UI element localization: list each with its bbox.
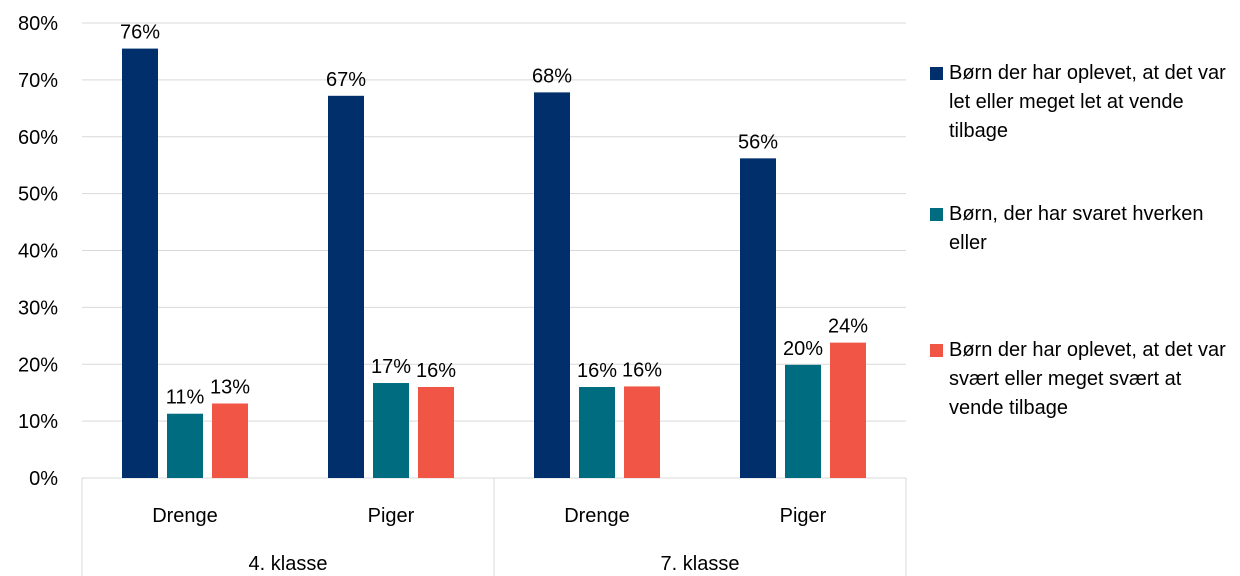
data-label: 68%	[532, 65, 572, 87]
legend-label-hard: Børn der har oplevet, at det var svært e…	[949, 339, 1226, 419]
category-label: Piger	[780, 505, 827, 527]
data-label: 67%	[326, 69, 366, 91]
y-tick-label: 10%	[18, 411, 58, 433]
bar	[534, 92, 570, 478]
y-tick-label: 80%	[18, 13, 58, 35]
bar	[830, 342, 866, 478]
y-tick-label: 40%	[18, 241, 58, 263]
data-label: 76%	[120, 22, 160, 44]
bar	[624, 386, 660, 478]
bar	[212, 403, 248, 478]
legend-item-hard: Børn der har oplevet, at det var svært e…	[930, 336, 1229, 423]
category-label: Drenge	[564, 505, 630, 527]
y-tick-label: 0%	[29, 468, 58, 490]
category-label: Drenge	[152, 505, 218, 527]
bar	[579, 387, 615, 478]
category-label: Piger	[368, 505, 415, 527]
group-label: 4. klasse	[249, 553, 328, 575]
data-label: 16%	[416, 360, 456, 382]
group-label: 7. klasse	[661, 553, 740, 575]
y-tick-label: 70%	[18, 70, 58, 92]
bar	[328, 95, 364, 479]
bar	[373, 383, 409, 478]
data-label: 20%	[783, 338, 823, 360]
bar	[740, 158, 776, 479]
legend-label-neither: Børn, der har svaret hverken eller	[949, 203, 1204, 254]
data-label: 16%	[622, 359, 662, 381]
y-tick-label: 50%	[18, 184, 58, 206]
bar	[418, 387, 454, 478]
bar-chart: 0% 10% 20% 30% 40% 50% 60% 70% 80% 76% 11% 13% Dreng…	[18, 13, 907, 576]
legend-swatch-easy	[930, 67, 943, 80]
y-tick-label: 30%	[18, 297, 58, 319]
y-tick-label: 60%	[18, 127, 58, 149]
data-label: 11%	[166, 387, 205, 409]
bar	[785, 364, 821, 478]
data-label: 13%	[210, 376, 250, 398]
data-label: 17%	[371, 356, 411, 378]
bar	[167, 413, 203, 478]
y-tick-label: 20%	[18, 354, 58, 376]
legend-label-easy: Børn der har oplevet, at det var let ell…	[949, 62, 1226, 142]
legend-swatch-hard	[930, 344, 943, 357]
legend-item-easy: Børn der har oplevet, at det var let ell…	[930, 59, 1229, 146]
data-label: 24%	[828, 316, 868, 338]
legend-item-neither: Børn, der har svaret hverken eller	[930, 200, 1229, 258]
bar	[122, 48, 158, 478]
data-label: 56%	[738, 131, 778, 153]
legend-swatch-neither	[930, 208, 943, 221]
data-label: 16%	[577, 360, 617, 382]
